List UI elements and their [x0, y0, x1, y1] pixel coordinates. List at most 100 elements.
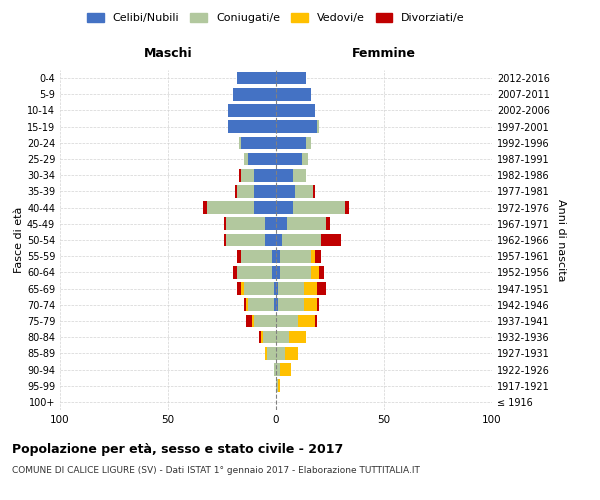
Bar — [284, 347, 298, 360]
Bar — [274, 282, 276, 295]
Bar — [224, 234, 226, 246]
Bar — [237, 72, 276, 85]
Bar — [226, 218, 265, 230]
Bar — [280, 250, 311, 262]
Bar — [280, 363, 291, 376]
Bar — [276, 185, 295, 198]
Bar — [237, 185, 254, 198]
Bar — [313, 185, 315, 198]
Bar — [311, 266, 319, 278]
Bar — [272, 266, 276, 278]
Bar — [235, 185, 237, 198]
Bar — [268, 347, 276, 360]
Bar — [276, 136, 306, 149]
Bar — [274, 363, 276, 376]
Bar — [278, 282, 304, 295]
Bar — [244, 282, 274, 295]
Bar — [276, 380, 278, 392]
Bar — [237, 266, 272, 278]
Bar — [276, 202, 293, 214]
Bar — [265, 347, 268, 360]
Bar — [254, 169, 276, 181]
Bar — [265, 234, 276, 246]
Text: COMUNE DI CALICE LIGURE (SV) - Dati ISTAT 1° gennaio 2017 - Elaborazione TUTTITA: COMUNE DI CALICE LIGURE (SV) - Dati ISTA… — [12, 466, 420, 475]
Bar — [261, 331, 263, 344]
Bar — [306, 136, 311, 149]
Bar — [259, 331, 261, 344]
Bar — [239, 136, 241, 149]
Bar — [226, 234, 265, 246]
Bar — [244, 152, 248, 166]
Bar — [276, 282, 278, 295]
Bar — [287, 218, 326, 230]
Bar — [289, 331, 306, 344]
Bar — [276, 331, 289, 344]
Bar — [276, 298, 278, 311]
Bar — [293, 202, 345, 214]
Bar — [276, 218, 287, 230]
Y-axis label: Fasce di età: Fasce di età — [14, 207, 24, 273]
Bar — [276, 88, 311, 101]
Bar — [276, 347, 284, 360]
Bar — [276, 120, 317, 133]
Bar — [317, 298, 319, 311]
Bar — [241, 169, 254, 181]
Bar — [283, 234, 322, 246]
Bar — [233, 266, 237, 278]
Bar — [302, 152, 308, 166]
Bar — [298, 314, 315, 328]
Bar — [276, 234, 283, 246]
Bar — [278, 298, 304, 311]
Bar — [248, 298, 274, 311]
Bar — [229, 120, 276, 133]
Bar — [276, 363, 280, 376]
Bar — [229, 104, 276, 117]
Bar — [207, 202, 254, 214]
Bar — [272, 250, 276, 262]
Bar — [276, 250, 280, 262]
Bar — [248, 152, 276, 166]
Bar — [276, 314, 298, 328]
Bar — [263, 331, 276, 344]
Bar — [239, 169, 241, 181]
Bar — [276, 72, 306, 85]
Bar — [254, 202, 276, 214]
Bar — [278, 380, 280, 392]
Bar — [276, 104, 315, 117]
Text: Popolazione per età, sesso e stato civile - 2017: Popolazione per età, sesso e stato civil… — [12, 442, 343, 456]
Bar — [293, 169, 306, 181]
Bar — [315, 314, 317, 328]
Bar — [276, 152, 302, 166]
Bar — [252, 314, 254, 328]
Bar — [244, 298, 246, 311]
Bar — [304, 282, 317, 295]
Bar — [317, 282, 326, 295]
Bar — [304, 298, 317, 311]
Bar — [241, 136, 276, 149]
Bar — [246, 298, 248, 311]
Bar — [224, 218, 226, 230]
Bar — [254, 314, 276, 328]
Bar — [233, 88, 276, 101]
Bar — [237, 250, 241, 262]
Bar — [322, 234, 341, 246]
Bar — [295, 185, 313, 198]
Legend: Celibi/Nubili, Coniugati/e, Vedovi/e, Divorziati/e: Celibi/Nubili, Coniugati/e, Vedovi/e, Di… — [83, 8, 469, 28]
Bar — [274, 298, 276, 311]
Bar — [311, 250, 315, 262]
Bar — [326, 218, 330, 230]
Text: Femmine: Femmine — [352, 47, 416, 60]
Bar — [315, 250, 322, 262]
Bar — [317, 120, 319, 133]
Bar — [276, 266, 280, 278]
Bar — [246, 314, 252, 328]
Bar — [241, 250, 272, 262]
Y-axis label: Anni di nascita: Anni di nascita — [556, 198, 566, 281]
Bar — [237, 282, 241, 295]
Bar — [319, 266, 323, 278]
Bar — [280, 266, 311, 278]
Bar — [254, 185, 276, 198]
Bar — [241, 282, 244, 295]
Bar — [265, 218, 276, 230]
Bar — [203, 202, 207, 214]
